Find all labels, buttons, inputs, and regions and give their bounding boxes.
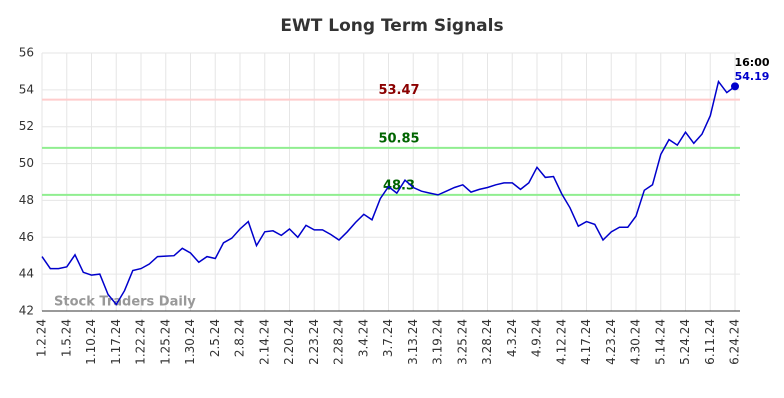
x-tick-label: 1.30.24	[183, 319, 197, 365]
x-tick-label: 4.30.24	[629, 319, 643, 365]
last-value: 54.19	[735, 70, 770, 83]
watermark: Stock Traders Daily	[54, 295, 196, 310]
x-tick-label: 3.19.24	[431, 319, 445, 365]
signal-label: 53.47	[378, 83, 419, 98]
x-tick-label: 4.17.24	[579, 319, 593, 365]
y-tick-label: 44	[19, 267, 34, 281]
last-point	[731, 82, 739, 91]
x-tick-label: 4.9.24	[530, 319, 544, 357]
y-tick-label: 50	[19, 156, 34, 170]
x-tick-label: 4.23.24	[604, 319, 618, 365]
y-tick-label: 52	[19, 119, 34, 133]
signal-label: 50.85	[378, 131, 419, 146]
last-time: 16:00	[734, 56, 769, 69]
x-tick-label: 4.12.24	[554, 319, 568, 365]
x-tick-label: 2.14.24	[257, 319, 271, 365]
x-tick-label: 6.24.24	[728, 319, 742, 365]
x-tick-label: 1.22.24	[134, 319, 148, 365]
y-tick-label: 48	[19, 193, 34, 207]
y-tick-label: 42	[19, 304, 34, 318]
x-tick-label: 3.7.24	[381, 319, 395, 357]
x-tick-label: 6.11.24	[703, 319, 717, 365]
x-tick-label: 1.25.24	[158, 319, 172, 365]
x-tick-label: 5.14.24	[653, 319, 667, 365]
x-tick-label: 3.25.24	[455, 319, 469, 365]
y-tick-label: 56	[19, 46, 34, 60]
chart-title: EWT Long Term Signals	[280, 16, 503, 36]
signal-label: 48.3	[383, 178, 415, 193]
x-tick-label: 2.5.24	[208, 319, 222, 357]
x-tick-label: 2.23.24	[307, 319, 321, 365]
x-tick-label: 1.2.24	[35, 319, 49, 357]
y-tick-label: 54	[19, 82, 34, 96]
x-tick-label: 1.17.24	[109, 319, 123, 365]
x-tick-label: 5.24.24	[678, 319, 692, 365]
x-tick-label: 4.3.24	[505, 319, 519, 357]
x-tick-label: 2.8.24	[233, 319, 247, 357]
x-tick-label: 3.13.24	[406, 319, 420, 365]
x-tick-label: 3.28.24	[480, 319, 494, 365]
x-tick-label: 3.4.24	[356, 319, 370, 357]
price-line	[41, 79, 736, 306]
x-tick-label: 2.28.24	[332, 319, 346, 365]
x-tick-label: 2.20.24	[282, 319, 296, 365]
y-tick-label: 46	[19, 230, 34, 244]
x-tick-label: 1.5.24	[59, 319, 73, 357]
x-tick-label: 1.10.24	[84, 319, 98, 365]
